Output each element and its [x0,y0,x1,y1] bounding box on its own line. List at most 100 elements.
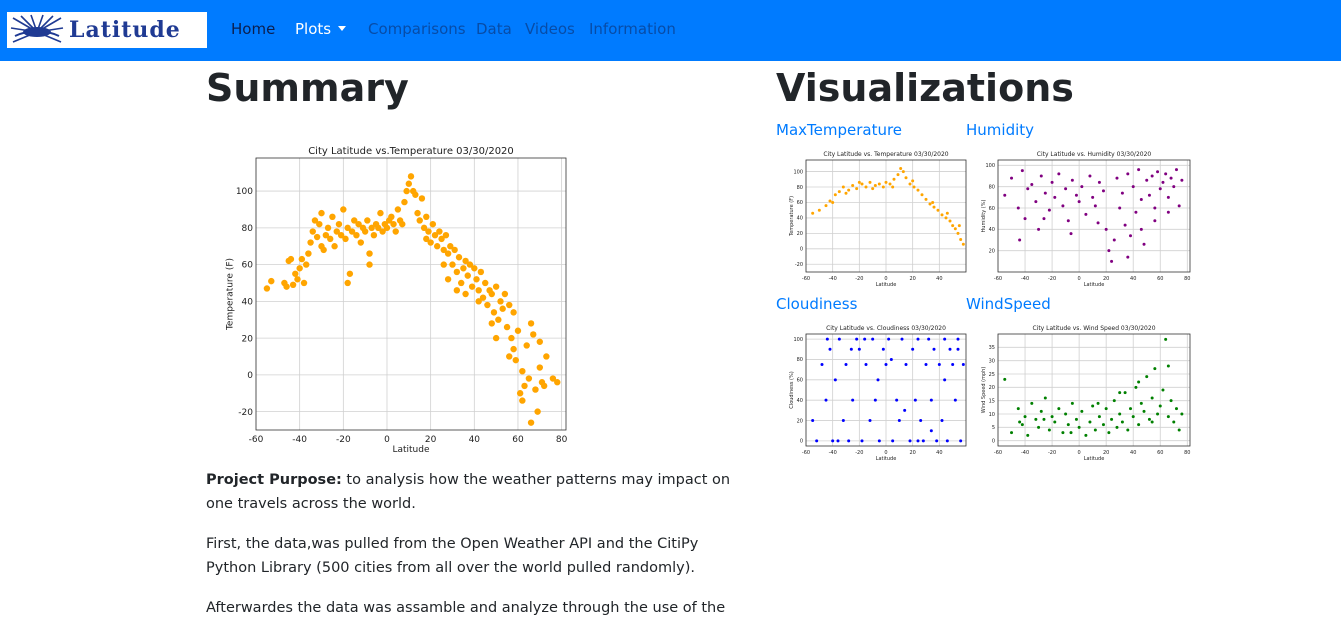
data-point [929,429,933,433]
y-tick-label: 80 [797,357,803,363]
nav-videos[interactable]: Videos [525,20,575,38]
data-point [1147,193,1151,197]
data-point [1088,174,1092,178]
data-point [527,320,535,327]
data-point [1010,431,1014,435]
data-point [316,220,323,228]
data-point [1169,176,1173,180]
data-point [503,323,511,331]
nav-plots-dropdown[interactable]: Plots [295,20,347,38]
data-point [927,337,931,341]
data-point [1096,401,1100,405]
thumb-windspeed-chart[interactable]: -60 -40 -20 0 20 40 60 80 0 5 10 15 20 25 30 35 City Lat… [978,322,1194,460]
data-point [353,231,360,239]
data-point [530,331,537,338]
data-point [877,182,881,186]
x-tick-label: -60 [802,450,810,456]
y-tick-label: 0 [247,371,253,381]
data-point [1096,221,1100,225]
link-humidity[interactable]: Humidity [966,121,1035,139]
y-tick-label: 80 [989,184,995,190]
data-point [1110,417,1114,421]
x-tick-label: 0 [1078,450,1081,456]
data-point [1161,388,1165,392]
caret-down-icon [338,26,347,31]
summary-heading: Summary [206,66,409,110]
data-point [817,208,821,212]
x-tick-label: -60 [994,276,1002,282]
data-point [462,257,469,265]
data-point [1112,238,1116,242]
data-point [1074,417,1078,421]
data-point [492,334,500,342]
nav-plots-label: Plots [295,20,332,38]
data-point [438,235,445,243]
data-point [399,220,406,228]
data-point [1043,396,1047,400]
data-point [1174,168,1178,172]
data-point [346,270,354,277]
data-point [482,279,489,287]
data-point [864,185,868,189]
data-point [1026,433,1030,437]
data-point [516,390,524,397]
thumb-humidity-chart[interactable]: -60 -40 -20 0 20 40 60 80 20 40 60 80 100 City Latitu… [978,148,1194,286]
data-point [1112,399,1116,403]
data-point [956,347,960,351]
data-point [841,419,845,423]
x-tick-label: -40 [292,435,307,445]
data-point [351,217,358,224]
brand-logo[interactable]: Latitude [7,12,207,48]
data-point [370,231,378,239]
thumb-temperature-chart[interactable]: -60 -40 -20 0 20 40 -20 0 20 40 60 80 100 City Latitu… [782,148,972,286]
data-point [366,261,373,268]
nav-comparisons[interactable]: Comparisons [368,20,466,38]
nav-information[interactable]: Information [589,20,676,38]
data-point [961,242,965,246]
thumb-cloudiness-chart[interactable]: -60 -40 -20 0 20 40 0 20 40 60 80 100 City Latitude … [782,322,972,460]
y-tick-label: 0 [800,439,803,445]
data-point [864,363,868,367]
data-point [1153,219,1157,223]
link-max-temperature[interactable]: MaxTemperature [776,121,903,139]
data-point [912,185,916,189]
data-point [329,213,336,221]
data-point [1091,195,1095,199]
y-tick-label: 30 [989,358,995,364]
nav-home[interactable]: Home [231,20,276,38]
data-point [855,187,859,191]
x-tick-label: -60 [994,450,1002,456]
data-point [1101,189,1105,193]
data-point [327,235,334,243]
data-point [1115,425,1119,429]
data-point [916,337,920,341]
data-point [841,185,845,189]
data-point [388,213,395,221]
data-point [944,216,948,220]
data-point [1039,409,1043,413]
data-source-paragraph: First, the data,was pulled from the Open… [206,536,699,576]
data-point [414,209,421,217]
data-point [440,246,447,254]
data-point [911,179,915,183]
link-windspeed[interactable]: WindSpeed [966,295,1051,313]
data-point [425,228,432,235]
data-point [884,180,888,184]
data-point [289,281,297,289]
data-point [1057,172,1061,176]
y-tick-label: 0 [992,438,995,444]
data-point [458,279,465,287]
visualizations-heading: Visualizations [776,66,1074,110]
nav-data[interactable]: Data [476,20,512,38]
data-point [1074,193,1078,197]
data-point [534,408,541,415]
link-cloudiness[interactable]: Cloudiness [776,295,858,313]
data-point [361,228,369,235]
y-tick-label: 35 [989,345,995,351]
data-point [855,337,859,341]
data-point [488,290,495,298]
data-point [1053,195,1057,199]
data-point [268,277,275,285]
data-point [320,246,327,254]
data-point [1080,185,1084,189]
